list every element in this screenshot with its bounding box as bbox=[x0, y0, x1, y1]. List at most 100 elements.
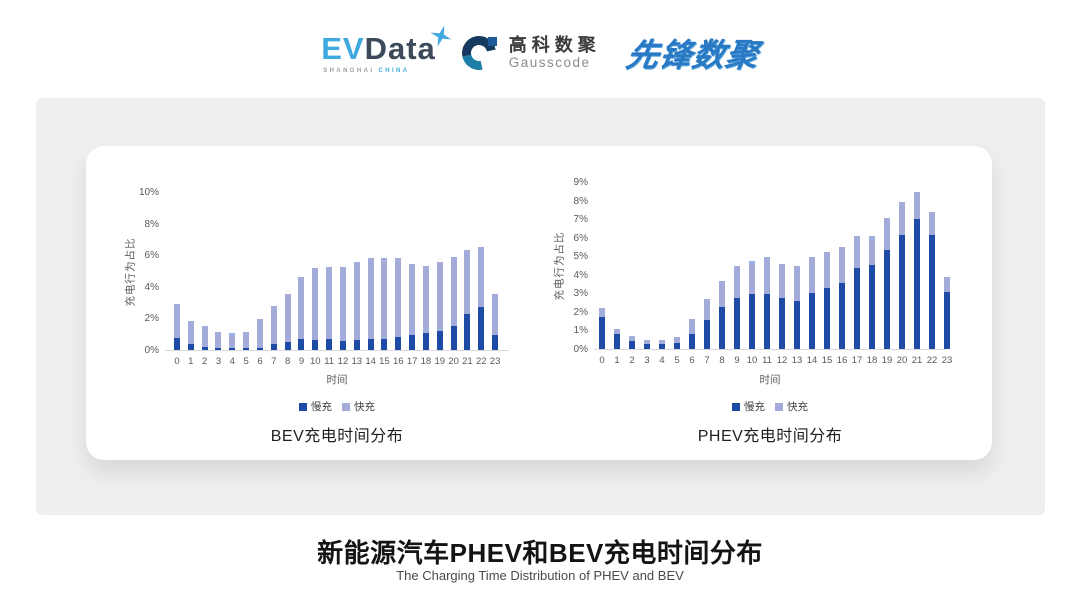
phev-legend: 慢充 快充 bbox=[732, 399, 808, 414]
bev-legend-slow-label: 慢充 bbox=[311, 401, 332, 413]
x-tick-label: 7 bbox=[271, 356, 277, 367]
fast-charge-segment bbox=[339, 267, 346, 341]
stacked-bar bbox=[464, 249, 471, 350]
slow-charge-segment bbox=[353, 339, 360, 350]
slow-charge-segment bbox=[629, 340, 635, 349]
fast-charge-segment bbox=[629, 336, 635, 341]
slow-charge-segment bbox=[944, 292, 950, 349]
slow-charge-segment bbox=[464, 313, 471, 350]
bev-x-ticks: 0 1 2 3 4 5 6 7 8 9 10 11 12 13 14 15 16 17 18 19 20 21 22 23 bbox=[165, 356, 509, 368]
phev-plot-area bbox=[594, 183, 950, 350]
slow-charge-segment bbox=[478, 307, 485, 350]
stacked-bar bbox=[174, 304, 180, 350]
x-tick-label: 19 bbox=[434, 356, 446, 367]
gausscode-g-icon bbox=[455, 29, 503, 77]
x-tick-label: 21 bbox=[911, 355, 923, 366]
x-tick-label: 7 bbox=[704, 355, 710, 366]
slow-charge-segment bbox=[174, 338, 180, 350]
x-tick-label: 6 bbox=[689, 355, 695, 366]
fast-charge-segment bbox=[174, 304, 180, 339]
y-tick-label: 2% bbox=[144, 313, 159, 325]
stacked-bar bbox=[644, 339, 650, 349]
fast-charge-segment bbox=[367, 258, 374, 339]
bev-chart-title: BEV充电时间分布 bbox=[270, 428, 404, 445]
fast-charge-segment bbox=[644, 339, 650, 345]
y-tick-label: 10% bbox=[138, 187, 159, 198]
x-tick-label: 19 bbox=[881, 355, 893, 366]
x-tick-label: 14 bbox=[365, 356, 376, 367]
x-tick-label: 12 bbox=[337, 356, 349, 367]
bev-x-axis-label: 时间 bbox=[326, 374, 348, 386]
slow-charge-segment bbox=[839, 283, 845, 349]
phev-legend-slow: 慢充 bbox=[732, 399, 765, 414]
x-tick-label: 8 bbox=[284, 356, 291, 367]
x-tick-label: 22 bbox=[926, 355, 938, 366]
x-tick-label: 0 bbox=[599, 355, 605, 366]
y-tick-label: 3% bbox=[573, 288, 588, 300]
fast-charge-segment bbox=[187, 320, 194, 345]
fast-charge-segment bbox=[298, 276, 305, 339]
sparkle-icon bbox=[427, 22, 455, 50]
stacked-bar bbox=[719, 281, 725, 349]
slow-charge-segment bbox=[614, 334, 620, 349]
stacked-bar bbox=[599, 308, 605, 349]
y-tick-label: 8% bbox=[144, 218, 159, 230]
slow-charge-segment bbox=[367, 338, 374, 350]
slow-charge-segment bbox=[884, 249, 890, 349]
stacked-bar bbox=[869, 235, 875, 349]
x-tick-label: 18 bbox=[866, 355, 878, 366]
fast-charge-segment bbox=[409, 263, 416, 335]
slow-charge-segment bbox=[381, 338, 388, 350]
slow-charge-segment bbox=[201, 346, 208, 350]
stacked-bar bbox=[243, 331, 250, 350]
slow-charge-segment bbox=[187, 344, 194, 350]
bev-legend-fast: 快充 bbox=[342, 399, 375, 414]
fast-charge-segment bbox=[764, 257, 770, 295]
phev-legend-fast: 快充 bbox=[775, 399, 808, 414]
fast-charge-segment bbox=[256, 319, 263, 348]
phev-chart-title: PHEV充电时间分布 bbox=[697, 428, 843, 445]
stacked-bar bbox=[492, 293, 499, 350]
y-tick-label: 0% bbox=[144, 345, 159, 356]
y-tick-label: 6% bbox=[573, 232, 588, 244]
fast-charge-segment bbox=[734, 265, 740, 298]
x-tick-label: 5 bbox=[674, 355, 680, 366]
fast-charge-segment bbox=[395, 257, 402, 338]
x-tick-label: 2 bbox=[629, 355, 635, 366]
slow-charge-segment bbox=[270, 344, 277, 350]
fast-charge-segment bbox=[243, 331, 250, 349]
x-tick-label: 23 bbox=[489, 356, 501, 367]
stacked-bar bbox=[326, 267, 333, 350]
stacked-bar bbox=[339, 267, 346, 350]
y-tick-label: 9% bbox=[573, 177, 588, 188]
fast-charge-segment bbox=[884, 218, 890, 250]
x-tick-label: 20 bbox=[896, 355, 908, 366]
x-tick-label: 9 bbox=[298, 356, 305, 367]
stacked-bar bbox=[201, 325, 208, 350]
gausscode-cn-text: 高科数聚 bbox=[508, 34, 601, 55]
x-tick-label: 9 bbox=[734, 355, 740, 366]
fast-charge-swatch-icon bbox=[342, 402, 350, 411]
fast-charge-segment bbox=[464, 249, 471, 314]
slow-charge-segment bbox=[794, 300, 800, 349]
fast-charge-segment bbox=[381, 258, 388, 339]
x-tick-label: 18 bbox=[420, 356, 432, 367]
evdata-subtitle: SHANGHAI CHINA bbox=[323, 68, 409, 74]
slow-charge-segment bbox=[929, 234, 935, 349]
stacked-bar bbox=[734, 265, 740, 349]
stacked-bar bbox=[779, 263, 785, 349]
fast-charge-segment bbox=[215, 331, 222, 349]
x-tick-label: 11 bbox=[762, 355, 772, 366]
stacked-bar bbox=[298, 276, 305, 350]
stacked-bar bbox=[395, 257, 402, 350]
x-tick-label: 17 bbox=[851, 355, 863, 366]
fast-charge-segment bbox=[353, 261, 360, 340]
stacked-bar bbox=[854, 235, 860, 349]
gausscode-text: 高科数聚 Gausscode bbox=[509, 36, 601, 70]
slow-charge-segment bbox=[436, 331, 443, 350]
slow-charge-segment bbox=[719, 307, 725, 349]
bev-y-ticks: 0% 2% 4% 6% 8% 10% bbox=[114, 188, 159, 356]
x-tick-label: 22 bbox=[475, 356, 487, 367]
y-tick-label: 1% bbox=[573, 325, 588, 337]
x-tick-label: 13 bbox=[791, 355, 803, 366]
